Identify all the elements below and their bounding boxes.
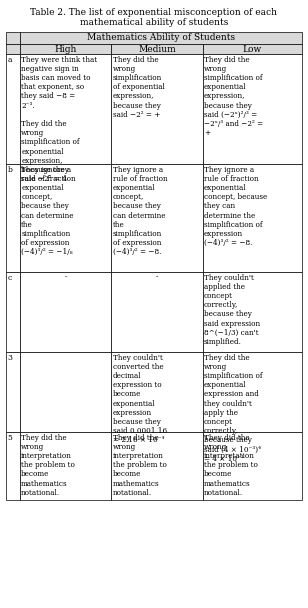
Text: They ignore a
rule of fraction
exponential
concept, because
they can
determine t: They ignore a rule of fraction exponenti… — [204, 165, 267, 247]
Text: Medium: Medium — [138, 46, 176, 55]
Text: c: c — [8, 274, 12, 282]
Bar — [20, 54, 111, 164]
Bar — [111, 164, 203, 272]
Bar — [6, 272, 20, 352]
Text: They did the
wrong
simplification of
exponential
expression,
because they
said (: They did the wrong simplification of exp… — [204, 55, 263, 137]
Text: They did the
wrong
interpretation
the problem to
become
mathematics
notational.: They did the wrong interpretation the pr… — [113, 434, 167, 497]
Bar — [20, 44, 111, 54]
Bar — [20, 164, 111, 272]
Text: They ignore a
rule of fraction
exponential
concept,
because they
can determine
t: They ignore a rule of fraction exponenti… — [113, 165, 167, 257]
Text: 5: 5 — [8, 434, 12, 441]
Text: b: b — [8, 165, 12, 173]
Bar — [111, 432, 203, 500]
Text: 3: 3 — [8, 353, 13, 362]
Text: Mathematics Ability of Students: Mathematics Ability of Students — [87, 33, 235, 43]
Text: They did the
wrong
interpretation
the problem to
become
mathematics
notational.: They did the wrong interpretation the pr… — [21, 434, 75, 497]
Bar — [6, 44, 20, 54]
Text: Low: Low — [243, 46, 262, 55]
Bar — [111, 352, 203, 432]
Text: -: - — [156, 274, 158, 282]
Bar — [20, 352, 111, 432]
Text: -: - — [64, 274, 67, 282]
Text: They did the
wrong
interpretation
the problem to
become
mathematics
notational.: They did the wrong interpretation the pr… — [204, 434, 258, 497]
Bar — [20, 432, 111, 500]
Text: They did the
wrong
simplification of
exponential
expression and
they couldn't
ap: They did the wrong simplification of exp… — [204, 353, 263, 463]
Bar — [203, 352, 302, 432]
Bar — [6, 164, 20, 272]
Text: Table 2. The list of exponential misconception of each
mathematical ability of s: Table 2. The list of exponential misconc… — [30, 8, 278, 27]
Text: They did the
wrong
simplification
of exponential
expression,
because they
said −: They did the wrong simplification of exp… — [113, 55, 164, 119]
Bar — [111, 54, 203, 164]
Bar — [111, 44, 203, 54]
Text: They couldn't
applied the
concept
correctly,
because they
said expression
8^(−1/: They couldn't applied the concept correc… — [204, 274, 260, 346]
Bar — [111, 272, 203, 352]
Text: They were think that
negative sign in
basis can moved to
that exponent, so
they : They were think that negative sign in ba… — [21, 55, 97, 183]
Bar — [203, 432, 302, 500]
Bar — [20, 32, 302, 44]
Bar — [6, 32, 20, 44]
Text: a: a — [8, 55, 12, 63]
Text: They couldn't
converted the
decimal
expression to
become
exponential
expression
: They couldn't converted the decimal expr… — [113, 353, 167, 444]
Bar — [6, 432, 20, 500]
Bar — [203, 54, 302, 164]
Text: High: High — [54, 46, 77, 55]
Bar — [203, 272, 302, 352]
Bar — [203, 44, 302, 54]
Bar — [6, 352, 20, 432]
Bar — [203, 164, 302, 272]
Bar — [6, 54, 20, 164]
Text: They ignore a
rule of fraction
exponential
concept,
because they
can determine
t: They ignore a rule of fraction exponenti… — [21, 165, 76, 257]
Bar — [20, 272, 111, 352]
